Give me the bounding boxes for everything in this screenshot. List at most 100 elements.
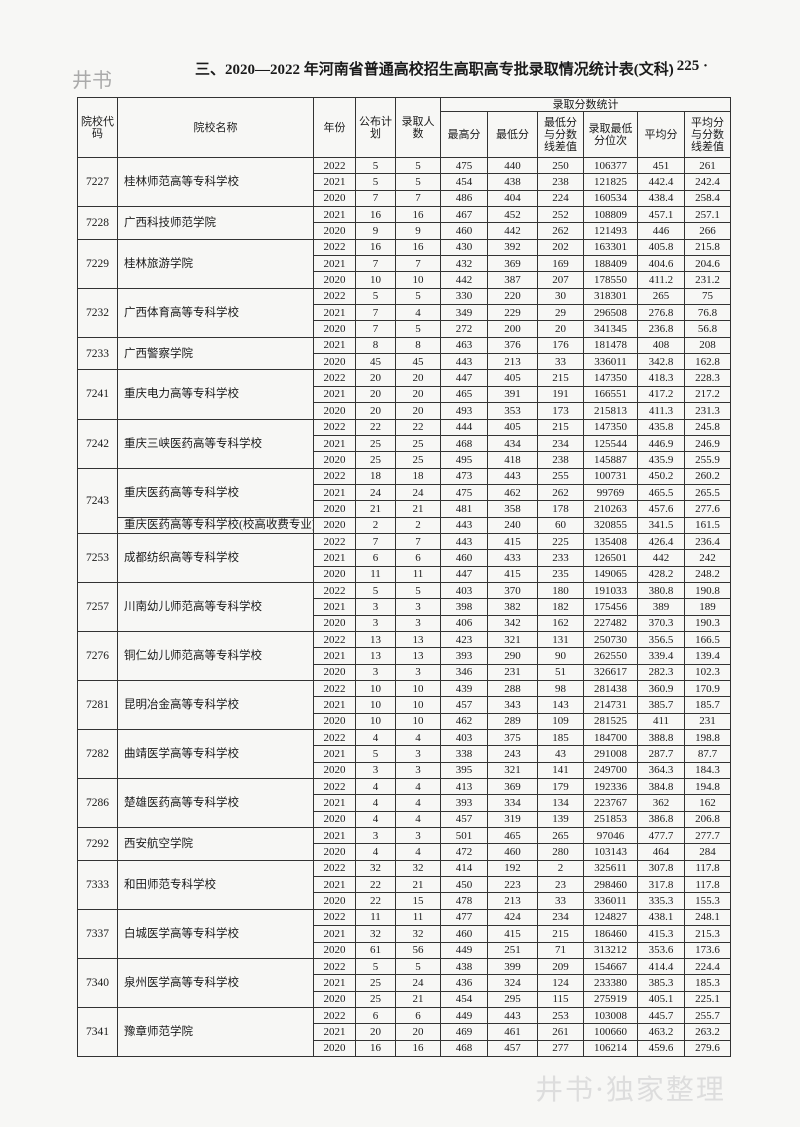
cell: 342 <box>487 614 538 632</box>
table-row: 2020 22 15 478 213 33 336011 335.3 155.3 <box>78 892 731 910</box>
cell: 428.2 <box>637 565 685 583</box>
table-row: 2020 21 21 481 358 178 210263 457.6 277.6 <box>78 500 731 518</box>
cell: 2020 <box>313 189 356 208</box>
cell: 240 <box>487 516 538 534</box>
cell: 406 <box>440 614 488 632</box>
cell: 22 <box>355 876 396 894</box>
cell: 5 <box>355 287 396 306</box>
cell: 403 <box>440 581 488 600</box>
school-name: 昆明冶金高等专科学校 <box>117 679 314 731</box>
cell: 245.8 <box>684 418 731 436</box>
cell: 170.9 <box>684 679 731 698</box>
cell: 23 <box>537 876 584 894</box>
cell: 3 <box>395 614 441 632</box>
cell: 424 <box>487 908 538 927</box>
cell: 121493 <box>583 222 638 240</box>
table-row: 2021 3 3 398 382 182 175456 389 189 <box>78 598 731 616</box>
cell: 2022 <box>313 156 356 175</box>
cell: 423 <box>440 630 488 649</box>
cell: 11 <box>355 565 396 583</box>
cell: 182 <box>537 598 584 616</box>
cell: 2021 <box>313 304 356 322</box>
cell: 380.8 <box>637 581 685 600</box>
cell: 20 <box>355 402 396 420</box>
cell: 284 <box>684 843 731 861</box>
cell: 468 <box>440 1039 488 1057</box>
cell: 2022 <box>313 908 356 927</box>
cell: 375 <box>487 729 538 747</box>
cell: 261 <box>684 156 731 175</box>
cell: 298460 <box>583 876 638 894</box>
cell: 76.8 <box>684 304 731 322</box>
cell: 288 <box>487 679 538 698</box>
cell: 2021 <box>313 647 356 665</box>
cell: 258.4 <box>684 189 731 208</box>
cell: 336011 <box>583 353 638 371</box>
cell: 261 <box>537 1023 584 1041</box>
cell: 395 <box>440 761 488 780</box>
school-code: 7227 <box>77 156 118 208</box>
cell: 16 <box>395 206 441 224</box>
cell: 90 <box>537 647 584 665</box>
school-code: 7276 <box>77 630 118 682</box>
cell: 102.3 <box>684 663 731 682</box>
cell: 155.3 <box>684 892 731 910</box>
cell: 10 <box>395 679 441 698</box>
cell: 169 <box>537 255 584 273</box>
cell: 2020 <box>313 565 356 583</box>
cell: 20 <box>395 369 441 387</box>
cell: 2022 <box>313 369 356 387</box>
cell: 25 <box>355 434 396 453</box>
column-header: 最高分 <box>440 111 488 158</box>
cell: 3 <box>395 745 441 763</box>
cell: 103008 <box>583 1006 638 1025</box>
cell: 2022 <box>313 957 356 976</box>
cell: 433 <box>487 549 538 567</box>
cell: 467 <box>440 206 488 224</box>
school-name: 广西科技师范学院 <box>117 206 314 240</box>
cell: 426.4 <box>637 532 685 551</box>
cell: 139 <box>537 810 584 829</box>
table-row: 2021 6 6 460 433 233 126501 442 242 <box>78 549 731 567</box>
cell: 173 <box>537 402 584 420</box>
cell: 215 <box>537 369 584 387</box>
cell: 250730 <box>583 630 638 649</box>
cell: 117.8 <box>684 859 731 878</box>
cell: 33 <box>537 353 584 371</box>
cell: 444 <box>440 418 488 436</box>
cell: 3 <box>395 761 441 780</box>
cell: 342.8 <box>637 353 685 371</box>
cell: 16 <box>355 1039 396 1057</box>
cell: 7 <box>395 189 441 208</box>
school-name: 重庆医药高等专科学校 <box>117 467 314 518</box>
cell: 2022 <box>313 581 356 600</box>
table-row: 7341 豫章师范学院 2022 6 6 449 443 253 103008 445.7 255.… <box>77 1006 731 1057</box>
cell: 385.7 <box>637 696 685 714</box>
cell: 190.3 <box>684 614 731 632</box>
cell: 220 <box>487 287 538 306</box>
cell: 495 <box>440 451 488 469</box>
cell: 414 <box>440 859 488 878</box>
table-row: 2021 25 24 436 324 124 233380 385.3 185.3 <box>78 974 731 992</box>
table-row: 7340 泉州医学高等专科学校 2022 5 5 438 399 209 154667 414.4… <box>77 957 731 1008</box>
cell: 4 <box>355 778 396 796</box>
cell: 445.7 <box>637 1006 685 1025</box>
cell: 4 <box>395 794 441 812</box>
cell: 75 <box>684 287 731 306</box>
cell: 5 <box>355 745 396 763</box>
cell: 223 <box>487 876 538 894</box>
cell: 231.3 <box>684 402 731 420</box>
column-header: 平均分 <box>637 111 685 158</box>
table-row: 2021 7 7 432 369 169 188409 404.6 204.6 <box>78 255 731 273</box>
cell: 32 <box>355 925 396 943</box>
cell: 275919 <box>583 990 638 1008</box>
cell: 2020 <box>313 614 356 632</box>
cell: 145887 <box>583 451 638 469</box>
table-row: 2021 5 5 454 438 238 121825 442.4 242.4 <box>78 173 731 191</box>
school-code: 7253 <box>77 532 118 583</box>
cell: 5 <box>395 156 441 175</box>
column-header: 年份 <box>313 97 356 158</box>
cell: 252 <box>537 206 584 224</box>
cell: 109 <box>537 712 584 731</box>
cell: 147350 <box>583 369 638 387</box>
